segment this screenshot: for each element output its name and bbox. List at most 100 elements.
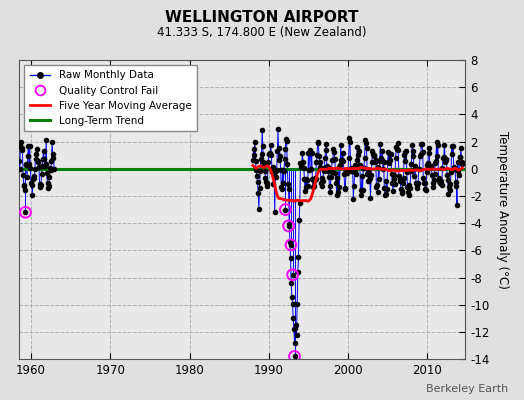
Point <box>457 145 465 151</box>
Point <box>36 183 45 190</box>
Point <box>255 184 264 191</box>
Point <box>282 136 290 142</box>
Point <box>285 223 293 229</box>
Point <box>302 184 311 190</box>
Point <box>261 174 270 181</box>
Point <box>287 280 296 286</box>
Point <box>23 174 31 180</box>
Point <box>26 143 34 149</box>
Point <box>322 140 331 147</box>
Point <box>291 325 299 332</box>
Point <box>397 186 405 192</box>
Point <box>257 156 265 162</box>
Point <box>290 340 299 346</box>
Point <box>349 196 357 202</box>
Point <box>328 156 336 163</box>
Point <box>275 156 283 163</box>
Point <box>329 145 337 152</box>
Point <box>17 139 25 145</box>
Point <box>387 171 396 177</box>
Point <box>447 143 456 150</box>
Point <box>375 176 383 182</box>
Point <box>278 167 287 174</box>
Point <box>22 161 30 168</box>
Point <box>394 140 402 146</box>
Point <box>347 168 355 174</box>
Point <box>252 167 260 174</box>
Point <box>267 152 276 159</box>
Point <box>45 174 53 180</box>
Point <box>281 145 289 152</box>
Point <box>377 156 386 163</box>
Point <box>421 186 430 192</box>
Point <box>374 164 383 170</box>
Point <box>34 159 42 165</box>
Point <box>332 180 340 187</box>
Point <box>283 161 291 167</box>
Point <box>29 176 37 182</box>
Point <box>316 164 324 170</box>
Point <box>368 148 377 154</box>
Point <box>25 161 33 167</box>
Point <box>259 159 268 165</box>
Point <box>336 162 344 168</box>
Point <box>38 163 47 170</box>
Point <box>305 149 314 155</box>
Point <box>379 159 388 166</box>
Point <box>272 174 280 180</box>
Point <box>354 152 362 158</box>
Point <box>455 154 464 160</box>
Point <box>263 180 271 186</box>
Point <box>258 127 266 133</box>
Point <box>304 150 313 156</box>
Point <box>293 269 302 275</box>
Point <box>434 142 442 148</box>
Point <box>381 191 390 198</box>
Point <box>321 147 330 153</box>
Point <box>15 158 23 164</box>
Point <box>320 165 329 171</box>
Point <box>288 294 296 300</box>
Point <box>249 157 257 163</box>
Point <box>31 166 39 172</box>
Point <box>406 185 414 191</box>
Text: 41.333 S, 174.800 E (New Zealand): 41.333 S, 174.800 E (New Zealand) <box>157 26 367 39</box>
Point <box>367 172 375 179</box>
Point <box>409 153 418 160</box>
Point <box>424 160 432 166</box>
Point <box>338 156 346 163</box>
Point <box>319 178 327 184</box>
Point <box>331 156 339 162</box>
Point <box>445 186 454 193</box>
Point <box>372 184 380 190</box>
Legend: Raw Monthly Data, Quality Control Fail, Five Year Moving Average, Long-Term Tren: Raw Monthly Data, Quality Control Fail, … <box>24 65 196 131</box>
Point <box>305 166 313 173</box>
Point <box>365 177 373 183</box>
Point <box>21 187 29 194</box>
Point <box>253 179 261 185</box>
Point <box>402 148 410 155</box>
Point <box>314 138 322 145</box>
Point <box>46 164 54 171</box>
Point <box>447 168 455 175</box>
Point <box>311 176 320 182</box>
Point <box>307 166 315 172</box>
Point <box>32 156 40 162</box>
Point <box>452 179 460 186</box>
Point <box>337 156 346 163</box>
Point <box>271 169 280 176</box>
Point <box>50 166 58 172</box>
Point <box>458 159 466 166</box>
Point <box>423 162 431 168</box>
Point <box>41 161 50 168</box>
Point <box>398 188 407 194</box>
Point <box>388 180 397 186</box>
Point <box>397 190 406 197</box>
Point <box>270 209 279 216</box>
Point <box>379 166 387 172</box>
Point <box>300 176 309 182</box>
Point <box>432 139 441 146</box>
Point <box>29 175 38 181</box>
Point <box>342 168 350 175</box>
Point <box>409 148 417 154</box>
